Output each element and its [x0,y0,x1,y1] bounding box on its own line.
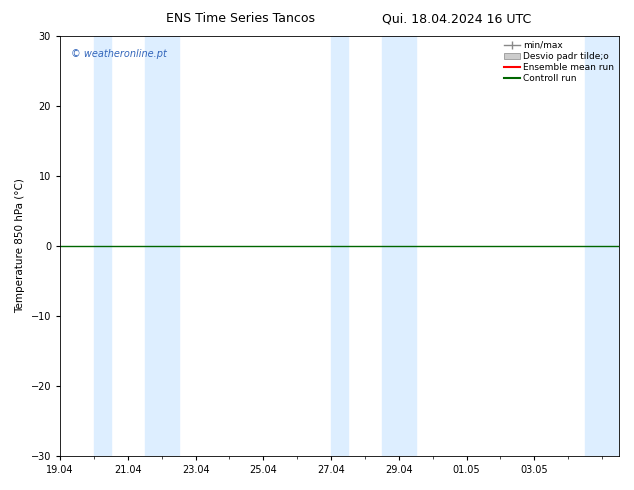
Legend: min/max, Desvio padr tilde;o, Ensemble mean run, Controll run: min/max, Desvio padr tilde;o, Ensemble m… [502,39,616,85]
Bar [94,36,111,456]
Text: © weatheronline.pt: © weatheronline.pt [71,49,167,59]
Text: ENS Time Series Tancos: ENS Time Series Tancos [166,12,316,25]
Text: Qui. 18.04.2024 16 UTC: Qui. 18.04.2024 16 UTC [382,12,531,25]
Bar [145,36,179,456]
Bar [331,36,348,456]
Bar [382,36,416,456]
Y-axis label: Temperature 850 hPa (°C): Temperature 850 hPa (°C) [15,179,25,314]
Bar [585,36,619,456]
